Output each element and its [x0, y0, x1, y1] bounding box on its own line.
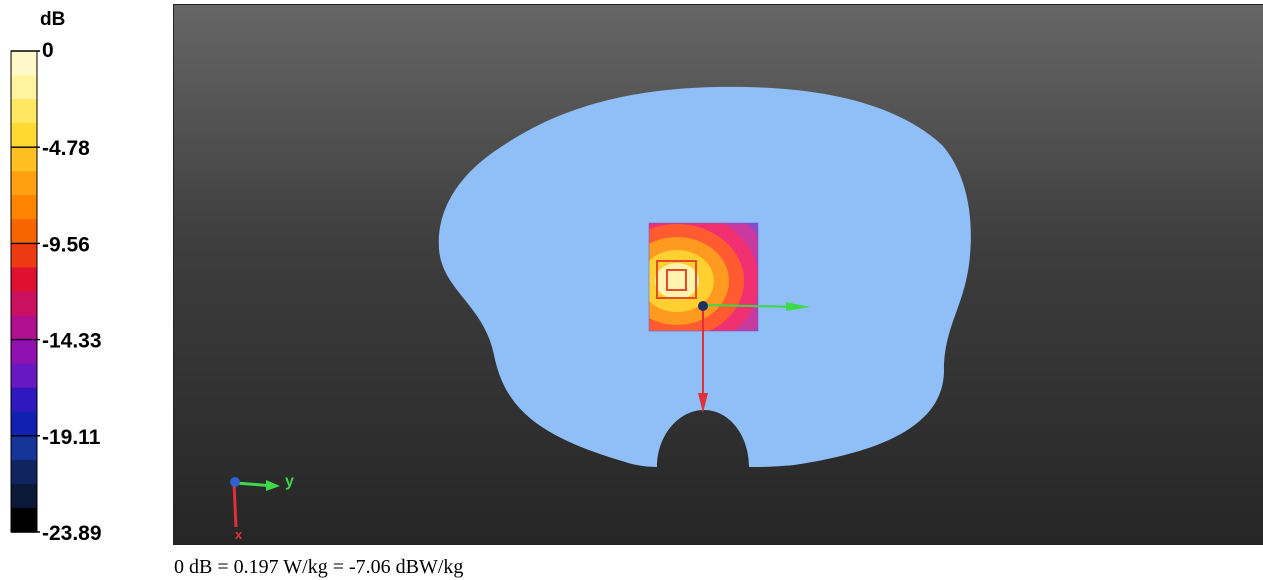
colorbar-tick-label: 0: [42, 39, 54, 62]
colorbar-segment: [11, 507, 37, 533]
colorbar-segment: [11, 195, 37, 220]
colorbar-segment: [11, 267, 37, 293]
device-y-axis: [703, 304, 803, 308]
colorbar-segment: [11, 459, 37, 485]
colorbar-segment: [11, 75, 37, 100]
colorbar-tick-label: -14.33: [42, 330, 102, 353]
device-origin: [698, 301, 708, 311]
colorbar-segment: [11, 51, 37, 76]
colorbar-segment: [11, 387, 37, 413]
colorbar-tick-label: -9.56: [42, 233, 90, 256]
colorbar-legend: dB 0 -4.78 -9.56 -14.33 -19.11 -23.89: [10, 9, 102, 545]
colorbar-tick-label: -23.89: [42, 522, 102, 545]
colorbar-segment: [11, 123, 37, 148]
sar-scan-area: [649, 223, 758, 331]
colorbar-unit: dB: [40, 9, 65, 30]
colorbar-segment: [11, 243, 37, 269]
triad-x-axis: [232, 482, 238, 528]
triad-x-label: x: [235, 527, 243, 542]
colorbar-segment: [11, 315, 37, 341]
colorbar-segment: [11, 291, 37, 317]
colorbar-segment: [11, 171, 37, 196]
device-x-arrowhead: [698, 393, 708, 413]
colorbar-segment: [11, 99, 37, 124]
triad-z-axis: [230, 477, 240, 487]
colorbar-segment: [11, 363, 37, 389]
colorbar-segment: [11, 147, 37, 172]
colorbar-segment: [11, 339, 37, 365]
sar-contour: [655, 263, 699, 299]
colorbar-segment: [11, 219, 37, 244]
reference-caption: 0 dB = 0.197 W/kg = -7.06 dBW/kg: [174, 556, 464, 578]
scene-canvas: yx: [230, 86, 971, 542]
colorbar-tick-label: -19.11: [42, 426, 101, 449]
colorbar-segment: [11, 483, 37, 509]
colorbar-tick-label: -4.78: [42, 137, 90, 160]
zoom-scan-outer: [656, 260, 697, 299]
colorbar-segment: [11, 435, 37, 461]
zoom-scan-inner: [666, 269, 687, 291]
triad-y-arrowhead: [266, 480, 280, 491]
device-y-arrowhead: [786, 302, 810, 311]
colorbar-segment: [11, 411, 37, 437]
triad-y-label: y: [285, 473, 294, 490]
